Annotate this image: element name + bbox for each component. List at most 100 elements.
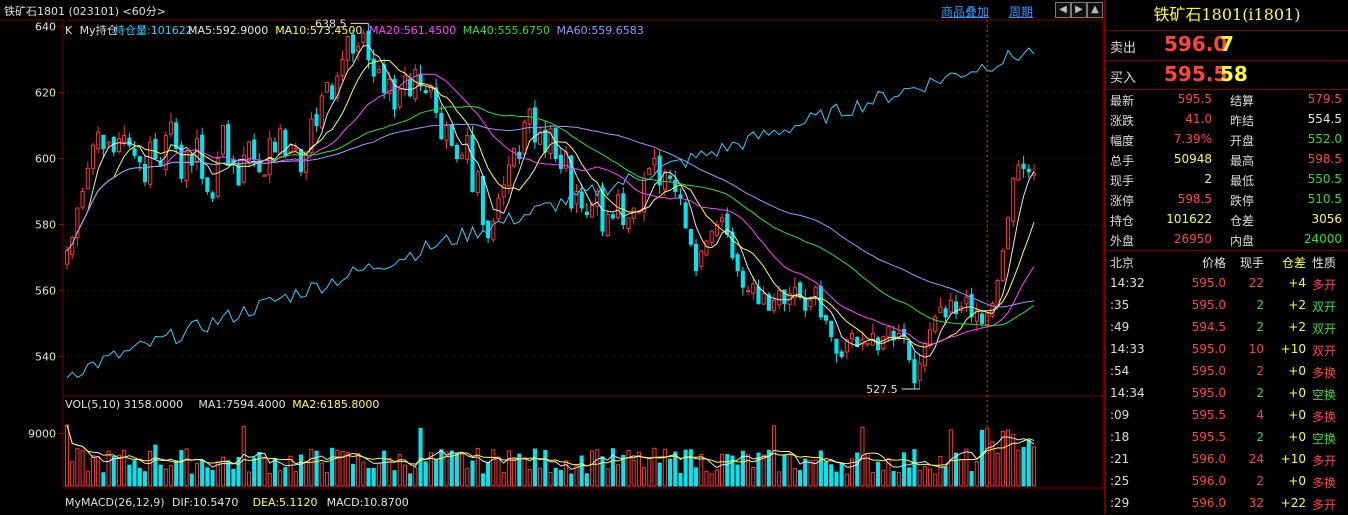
candle[interactable] [293, 148, 298, 151]
volume-bar[interactable] [210, 469, 215, 487]
candle[interactable] [309, 118, 314, 153]
volume-bar[interactable] [465, 467, 470, 487]
volume-bar[interactable] [392, 470, 397, 487]
volume-bar[interactable] [267, 473, 272, 487]
candle[interactable] [699, 250, 704, 267]
candle[interactable] [241, 154, 246, 183]
candle[interactable] [782, 289, 787, 305]
volume-bar[interactable] [402, 464, 407, 487]
volume-bar[interactable] [678, 473, 683, 487]
candle[interactable] [75, 207, 80, 239]
candle[interactable] [543, 129, 548, 153]
volume-bar[interactable] [491, 449, 496, 487]
candle[interactable] [475, 171, 480, 193]
volume-bar[interactable] [246, 471, 252, 487]
bid-row[interactable]: 买入 595.5 58 [1106, 60, 1348, 90]
volume-bar[interactable] [1000, 430, 1005, 487]
candle[interactable] [590, 204, 595, 218]
candle[interactable] [397, 88, 402, 108]
volume-bar[interactable] [761, 454, 766, 487]
volume-bar[interactable] [584, 473, 589, 487]
volume-bar[interactable] [257, 452, 262, 487]
volume-bar[interactable] [756, 452, 761, 487]
candle[interactable] [215, 158, 220, 197]
volume-bar[interactable] [356, 453, 361, 487]
volume-bar[interactable] [163, 468, 168, 487]
candle[interactable] [730, 231, 735, 258]
volume-bar[interactable] [1031, 446, 1037, 487]
volume-bar[interactable] [413, 467, 418, 487]
volume-bar[interactable] [345, 452, 350, 487]
volume-bar[interactable] [90, 455, 96, 487]
candle[interactable] [792, 286, 797, 299]
candle[interactable] [803, 297, 808, 311]
candle[interactable] [392, 78, 397, 110]
tick-row[interactable]: :18 595.5 2 +0 空换 [1106, 427, 1348, 449]
candle[interactable] [647, 167, 652, 176]
candle[interactable] [720, 217, 725, 222]
period-link[interactable]: 周期 [1009, 5, 1034, 19]
volume-bar[interactable] [751, 466, 756, 487]
candle[interactable] [948, 299, 953, 313]
tick-row[interactable]: :21 596.0 24 +10 多开 [1106, 449, 1348, 471]
candle[interactable] [423, 90, 428, 94]
volume-bar[interactable] [158, 464, 163, 487]
candle[interactable] [512, 148, 517, 167]
volume-bar[interactable] [231, 468, 236, 487]
candle[interactable] [444, 125, 449, 141]
candle[interactable] [912, 359, 917, 384]
volume-bar[interactable] [496, 456, 501, 487]
volume-bar[interactable] [839, 462, 844, 487]
candle[interactable] [137, 156, 142, 163]
volume-bar[interactable] [948, 429, 953, 487]
candle[interactable] [683, 202, 688, 229]
volume-bar[interactable] [70, 461, 75, 487]
volume-bar[interactable] [194, 462, 200, 487]
volume-bar[interactable] [673, 451, 678, 487]
volume-bar[interactable] [891, 471, 896, 487]
candle[interactable] [506, 164, 511, 187]
candle[interactable] [200, 134, 205, 179]
volume-bar[interactable] [907, 467, 912, 487]
candle[interactable] [985, 313, 990, 326]
candle[interactable] [252, 139, 257, 160]
volume-bar[interactable] [969, 471, 974, 487]
volume-bar[interactable] [974, 461, 979, 487]
volume-bar[interactable] [823, 461, 829, 487]
tick-row[interactable]: :54 595.0 2 +0 多换 [1106, 361, 1348, 383]
volume-bar[interactable] [933, 473, 938, 487]
candle[interactable] [90, 144, 96, 169]
volume-bar[interactable] [423, 461, 428, 487]
volume-bar[interactable] [797, 469, 803, 487]
volume-bar[interactable] [200, 459, 205, 487]
volume-bar[interactable] [621, 454, 626, 487]
candle[interactable] [1000, 250, 1005, 282]
volume-bar[interactable] [220, 456, 226, 487]
volume-bar[interactable] [927, 468, 933, 487]
volume-bar[interactable] [314, 450, 319, 487]
volume-bar[interactable] [215, 461, 220, 487]
tick-row[interactable]: :35 595.0 2 +2 双开 [1106, 295, 1348, 317]
volume-bar[interactable] [600, 456, 605, 487]
volume-bar[interactable] [304, 460, 309, 487]
volume-bar[interactable] [569, 473, 574, 487]
volume-bar[interactable] [777, 471, 782, 487]
candle[interactable] [584, 211, 589, 216]
tick-row[interactable]: :49 594.5 2 +2 双开 [1106, 317, 1348, 339]
volume-bar[interactable] [122, 449, 127, 487]
candle[interactable] [454, 144, 459, 160]
candle[interactable] [855, 336, 860, 348]
candle[interactable] [449, 124, 454, 146]
kline-chart[interactable]: 640 620 600 580 560 540 K My持仓持仓量:101622MA5:592… [0, 0, 1104, 514]
candle[interactable] [558, 154, 563, 169]
candle[interactable] [387, 78, 392, 95]
candle[interactable] [673, 179, 678, 193]
volume-bar[interactable] [1016, 449, 1021, 487]
candle[interactable] [408, 78, 413, 97]
forward-icon[interactable]: ▶ [1071, 2, 1087, 18]
candle[interactable] [766, 294, 771, 311]
volume-bar[interactable] [849, 458, 855, 487]
volume-bar[interactable] [860, 426, 865, 487]
candle[interactable] [1005, 217, 1011, 250]
volume-bar[interactable] [590, 450, 595, 487]
